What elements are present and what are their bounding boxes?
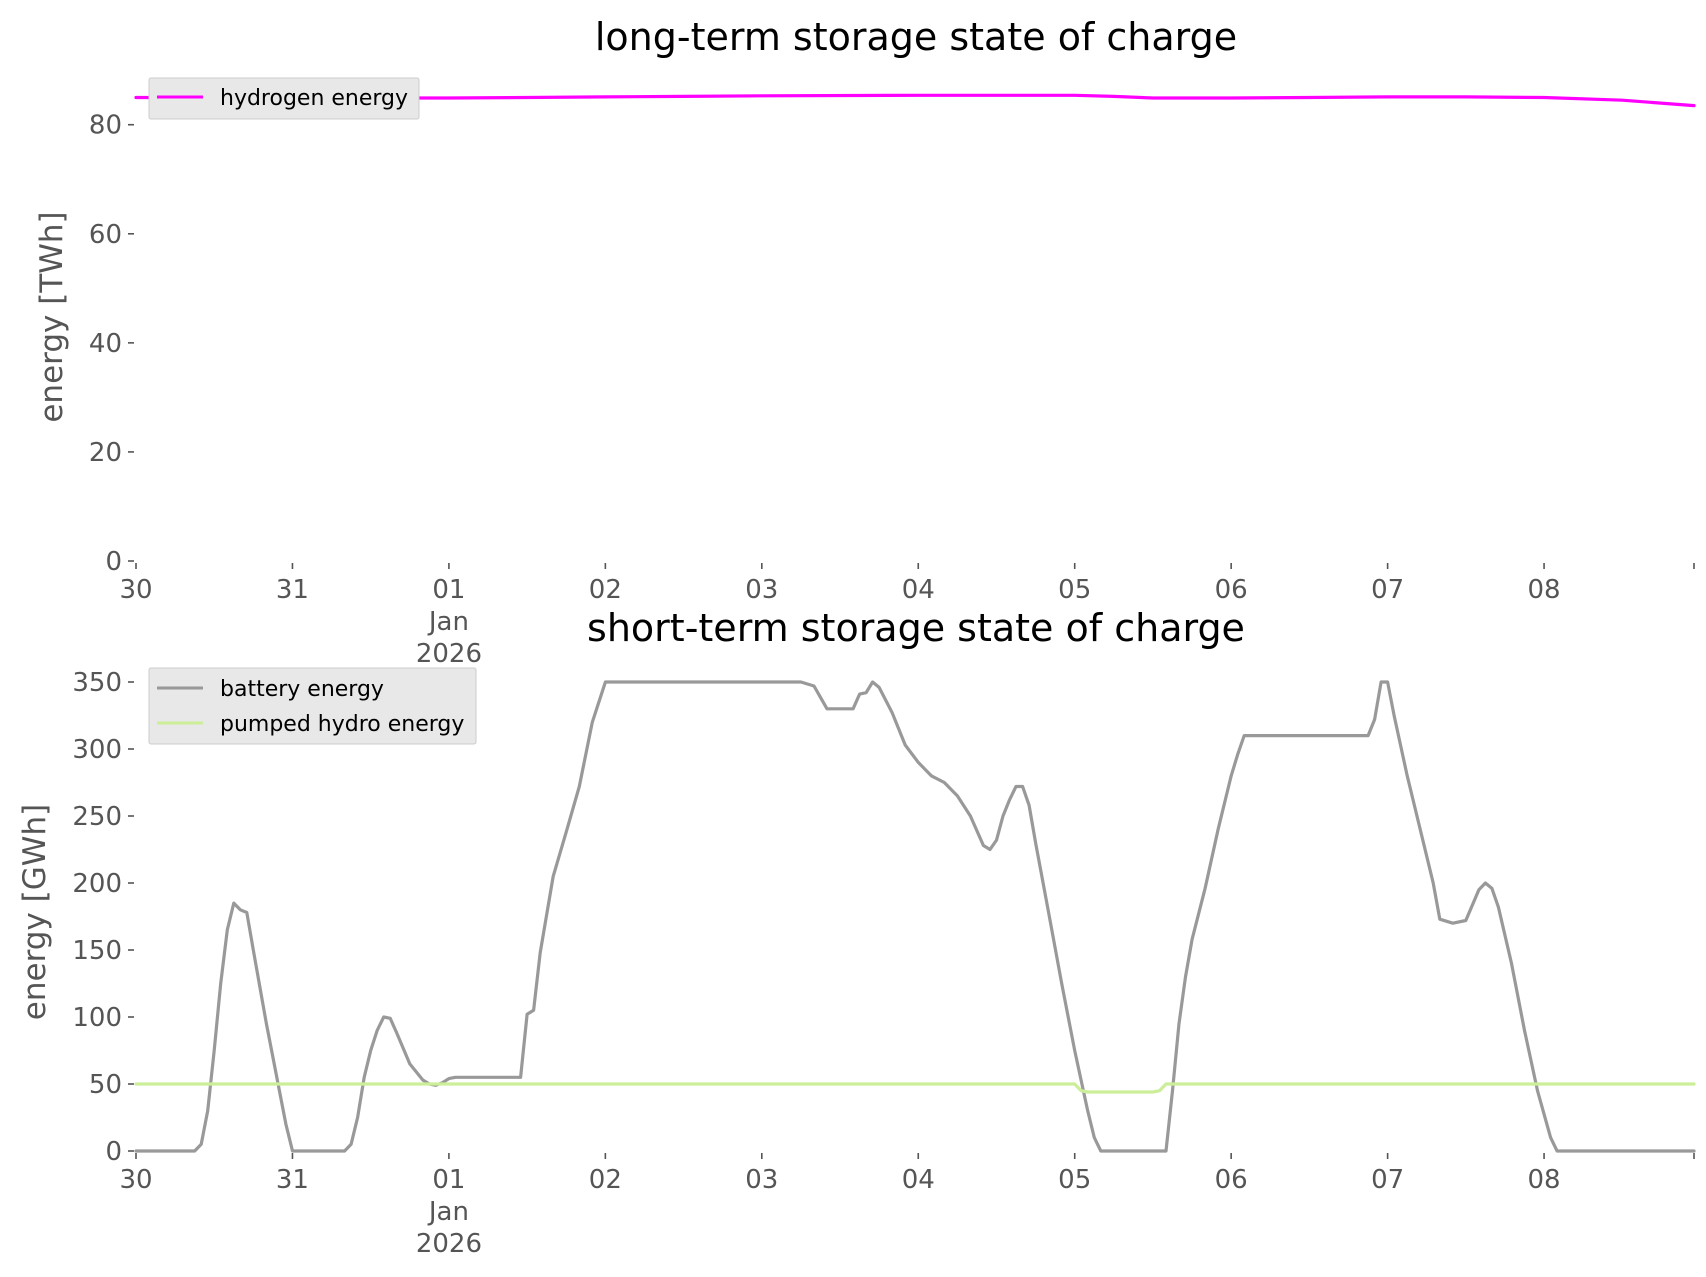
legend-box xyxy=(148,77,420,120)
series-line-hydrogen-energy xyxy=(134,93,1696,108)
x-tick-label: 30 xyxy=(119,1165,152,1195)
chart-title: long-term storage state of charge xyxy=(595,15,1237,59)
y-tick-label: 250 xyxy=(72,802,122,832)
series-group xyxy=(134,680,1696,1153)
y-tick-label: 100 xyxy=(72,1003,122,1033)
x-tick-label: 03 xyxy=(745,575,778,605)
x-tick-label: 08 xyxy=(1528,575,1561,605)
y-tick-label: 50 xyxy=(89,1070,122,1100)
x-tick-label: 03 xyxy=(745,1165,778,1195)
y-tick-label: 80 xyxy=(89,111,122,141)
x-tick-label: 02 xyxy=(589,575,622,605)
x-tick-label: 07 xyxy=(1371,1165,1404,1195)
legend-label-pumped-hydro-energy: pumped hydro energy xyxy=(220,712,464,737)
y-tick-label: 200 xyxy=(72,869,122,899)
x-tick-label: 01 Jan 2026 xyxy=(416,575,482,669)
x-axis-ticks: 30 31 01 Jan 2026 02 03 04 05 06 07 08 xyxy=(119,1153,1695,1259)
x-tick-label: 08 xyxy=(1528,1165,1561,1195)
legend-label-battery-energy: battery energy xyxy=(220,677,384,702)
y-axis-label: energy [TWh] xyxy=(34,211,70,422)
x-tick-label: 01 Jan 2026 xyxy=(416,1165,482,1259)
long-term-storage-panel: long-term storage state of charge energy… xyxy=(34,15,1696,669)
y-tick-label: 0 xyxy=(105,1137,122,1167)
y-axis-ticks: 0 20 40 60 80 xyxy=(89,111,134,577)
legend: battery energy pumped hydro energy xyxy=(148,667,477,745)
y-axis-ticks: 0 50 100 150 200 250 300 350 xyxy=(72,668,134,1167)
y-axis-label: energy [GWh] xyxy=(17,804,53,1020)
short-term-storage-panel: short-term storage state of charge energ… xyxy=(17,606,1696,1259)
x-tick-label: 04 xyxy=(902,575,935,605)
y-tick-label: 350 xyxy=(72,668,122,698)
x-axis-ticks: 30 31 01 Jan 2026 02 03 04 05 06 07 08 xyxy=(119,563,1695,669)
x-tick-label: 31 xyxy=(276,575,309,605)
legend-label-hydrogen-energy: hydrogen energy xyxy=(220,86,408,111)
x-tick-label: 30 xyxy=(119,575,152,605)
series-group xyxy=(134,93,1696,108)
legend: hydrogen energy xyxy=(148,77,420,120)
x-tick-label: 06 xyxy=(1215,1165,1248,1195)
y-tick-label: 60 xyxy=(89,220,122,250)
y-tick-label: 20 xyxy=(89,438,122,468)
x-tick-label: 05 xyxy=(1058,575,1091,605)
chart-title: short-term storage state of charge xyxy=(587,606,1245,650)
y-tick-label: 0 xyxy=(105,547,122,577)
x-tick-label: 31 xyxy=(276,1165,309,1195)
x-tick-label: 07 xyxy=(1371,575,1404,605)
series-line-battery-energy xyxy=(134,680,1696,1153)
series-line-pumped-hydro-energy xyxy=(134,1082,1696,1094)
legend-box xyxy=(148,667,477,745)
x-tick-label: 06 xyxy=(1215,575,1248,605)
y-tick-label: 300 xyxy=(72,735,122,765)
x-tick-label: 04 xyxy=(902,1165,935,1195)
x-tick-label: 05 xyxy=(1058,1165,1091,1195)
y-tick-label: 150 xyxy=(72,936,122,966)
x-tick-label: 02 xyxy=(589,1165,622,1195)
y-tick-label: 40 xyxy=(89,329,122,359)
